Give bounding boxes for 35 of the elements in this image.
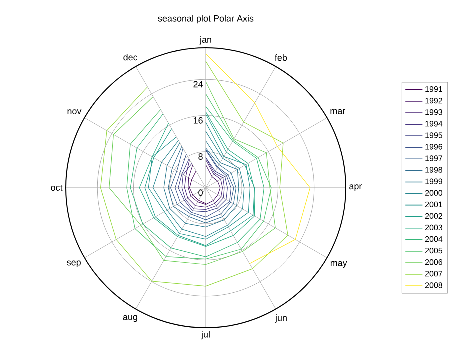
- legend-label: 1993: [426, 110, 442, 116]
- legend-label: 2006: [425, 260, 442, 266]
- spoke-label: sep: [67, 260, 81, 268]
- legend-label: 2001: [425, 202, 442, 208]
- legend-label: 1992: [426, 98, 442, 104]
- y-tick-label: 16: [194, 117, 203, 124]
- legend-label: 1996: [426, 144, 442, 150]
- spoke-label: oct: [51, 185, 63, 191]
- y-tick-label: 24: [194, 81, 204, 88]
- legend-label: 1995: [426, 132, 443, 138]
- legend-label: 2008: [425, 282, 442, 288]
- legend-label: 2002: [425, 213, 442, 220]
- spoke-label: aug: [123, 315, 138, 322]
- spoke-label: mar: [330, 109, 346, 114]
- spoke-label: may: [330, 261, 348, 268]
- spoke-label: jun: [275, 314, 287, 323]
- legend-label: 1991: [426, 86, 442, 92]
- spoke-label: apr: [350, 184, 362, 192]
- legend-label: 1997: [426, 156, 442, 162]
- y-tick-label: 0: [198, 190, 203, 196]
- spoke-label: dec: [124, 54, 138, 61]
- legend-label: 2004: [425, 236, 443, 242]
- legend-label: 2003: [425, 224, 442, 231]
- spoke-label: jul: [201, 331, 210, 340]
- legend-label: 1998: [426, 167, 442, 173]
- legend-label: 2000: [425, 190, 443, 196]
- legend-label: 1999: [426, 178, 442, 184]
- legend-label: 2007: [425, 271, 442, 277]
- spoke-label: feb: [275, 54, 288, 62]
- legend-label: 1994: [426, 121, 443, 127]
- legend-label: 2005: [425, 248, 443, 254]
- y-tick-label: 8: [198, 154, 203, 160]
- chart-title: seasonal plot Polar Axis: [158, 15, 254, 24]
- spoke-label: jan: [200, 36, 212, 45]
- spoke-label: nov: [68, 110, 82, 115]
